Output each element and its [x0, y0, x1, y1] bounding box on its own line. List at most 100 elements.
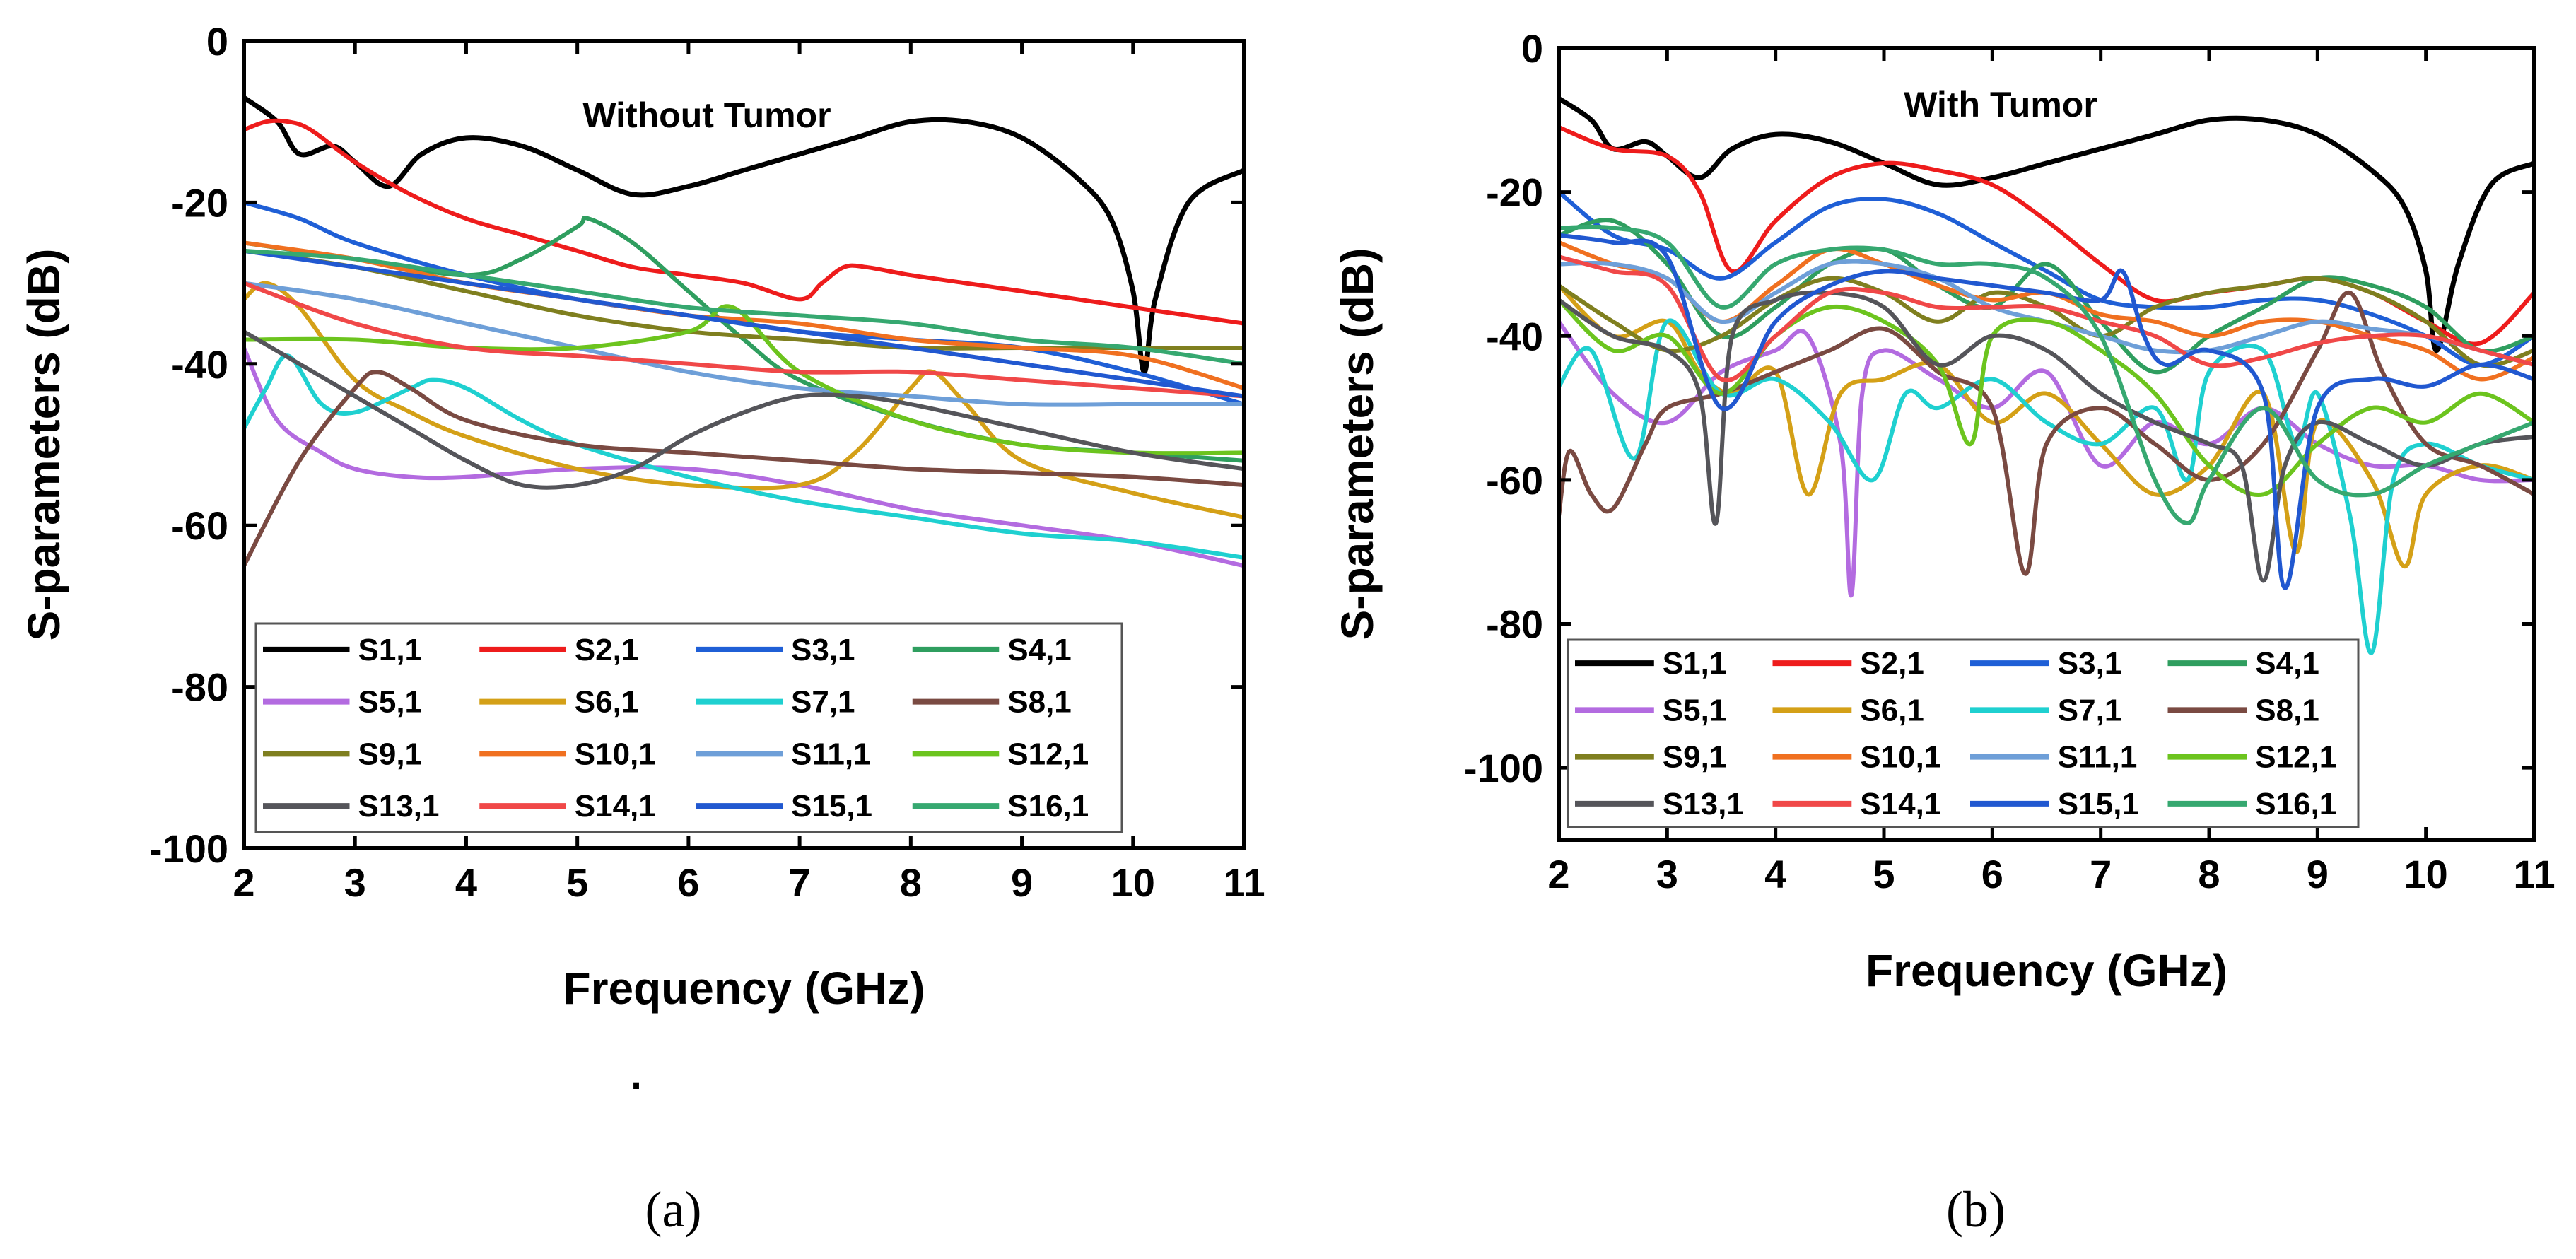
series-line-S16-1: [1559, 225, 2534, 525]
series-line-S12-1: [244, 304, 1244, 456]
x-tick-label: 6: [677, 860, 699, 905]
y-tick-label: -60: [171, 503, 228, 548]
legend-label: S14,1: [575, 789, 656, 824]
series-line-S15-1: [1559, 233, 2534, 590]
x-tick-label: 9: [2307, 852, 2329, 896]
legend-label: S12,1: [1007, 737, 1089, 771]
y-tick-label: -80: [171, 665, 228, 710]
series-line-S6-1: [244, 281, 1244, 520]
legend-label: S10,1: [1860, 740, 1941, 775]
y-axis-label: S-parameters (dB): [1332, 248, 1383, 640]
legend-label: S16,1: [2255, 787, 2336, 821]
series-line-S14-1: [244, 281, 1244, 399]
x-tick-label: 11: [1223, 860, 1265, 905]
legend-label: S6,1: [575, 685, 639, 720]
series-lines: [244, 95, 1244, 568]
series-line-S13-1: [244, 329, 1244, 490]
y-tick-label: 0: [206, 19, 228, 64]
y-tick-label: -100: [149, 826, 228, 871]
y-tick-label: -40: [1486, 314, 1543, 358]
x-tick-label: 11: [2513, 852, 2555, 896]
panel-label: (a): [645, 1181, 702, 1238]
y-tick-label: -20: [171, 180, 228, 225]
y-tick-label: -100: [1464, 746, 1543, 790]
y-tick-label: -40: [171, 342, 228, 387]
legend-label: S8,1: [2255, 693, 2319, 727]
series-line-S4-1: [1559, 218, 2534, 375]
legend-label: S3,1: [2058, 646, 2122, 681]
series-line-S13-1: [1559, 290, 2534, 583]
legend-label: S7,1: [2058, 693, 2122, 727]
x-tick-label: 7: [2090, 852, 2112, 896]
y-tick-label: 0: [1521, 26, 1543, 71]
panel-label: (b): [1946, 1181, 2006, 1238]
y-tick-label: -20: [1486, 170, 1543, 215]
x-axis-label: Frequency (GHz): [563, 963, 925, 1014]
legend: S1,1 S2,1 S3,1 S4,1 S5,1 S6,1 S7,1 S8,1 S9,1 S10,…: [1567, 638, 2360, 828]
x-tick-label: 4: [455, 860, 477, 905]
legend-label: S1,1: [1663, 646, 1727, 681]
y-axis-label: S-parameters (dB): [18, 249, 69, 641]
plot-title: Without Tumor: [582, 95, 831, 135]
x-tick-label: 8: [2198, 852, 2220, 896]
series-line-S12-1: [1559, 298, 2534, 498]
legend-label: S14,1: [1860, 787, 1941, 821]
series-line-S3-1: [1559, 189, 2534, 367]
legend-label: S15,1: [791, 789, 872, 824]
x-axis-label: Frequency (GHz): [1866, 945, 2227, 996]
legend: S1,1 S2,1 S3,1 S4,1 S5,1 S6,1 S7,1 S8,1 S9,1 S10,…: [254, 622, 1123, 833]
x-tick-label: 2: [233, 860, 254, 905]
legend-label: S9,1: [1663, 740, 1727, 775]
series-line-S11-1: [244, 281, 1244, 407]
plot-frame: [242, 39, 1246, 850]
x-tick-label: 5: [566, 860, 588, 905]
series-line-S14-1: [1559, 254, 2534, 383]
legend-label: S8,1: [1007, 685, 1072, 720]
x-tick-label: 6: [1981, 852, 2003, 896]
plot-title: With Tumor: [1904, 85, 2097, 124]
y-tick-label: -60: [1486, 458, 1543, 503]
series-line-S9-1: [244, 248, 1244, 351]
series-line-S2-1: [244, 118, 1244, 326]
series-lines: [1559, 95, 2534, 655]
x-tick-label: 9: [1011, 860, 1033, 905]
legend-label: S1,1: [358, 633, 423, 667]
x-tick-label: 3: [344, 860, 366, 905]
legend-label: S11,1: [2058, 740, 2138, 775]
x-tick-label: 4: [1764, 852, 1786, 896]
series-line-S7-1: [244, 353, 1244, 560]
legend-label: S4,1: [2255, 646, 2319, 681]
legend-label: S15,1: [2058, 787, 2139, 821]
x-tick-label: 10: [2404, 852, 2448, 896]
legend-box: [254, 622, 1123, 833]
legend-label: S13,1: [358, 789, 440, 824]
chart-panel-b: 2 3 4 5 6 7 8 9 10 11 0 -20 -40 -60 -80 -100 With Tumor F…: [1332, 26, 2555, 1238]
legend-label: S13,1: [1663, 787, 1744, 821]
legend-label: S6,1: [1860, 693, 1924, 727]
legend-label: S4,1: [1007, 633, 1072, 667]
legend-label: S2,1: [575, 633, 639, 667]
series-line-S8-1: [1559, 291, 2534, 576]
x-tick-label: 8: [900, 860, 922, 905]
legend-label: S5,1: [358, 685, 423, 720]
plot-frame: [1557, 46, 2536, 842]
x-tick-label: 2: [1547, 852, 1569, 896]
legend-label: S10,1: [575, 737, 656, 771]
series-line-S16-1: [244, 248, 1244, 366]
series-line-S10-1: [244, 240, 1244, 391]
y-tick-label: -80: [1486, 602, 1543, 647]
chart-panel-a: 2 3 4 5 6 7 8 9 10 11 0 -20 -40 -60 -80 -100 Without Tum…: [18, 19, 1265, 1238]
legend-label: S11,1: [791, 737, 871, 771]
x-tick-label: 7: [789, 860, 811, 905]
footer-dot: .: [631, 1053, 642, 1097]
legend-label: S16,1: [1007, 789, 1089, 824]
x-tick-label: 5: [1873, 852, 1895, 896]
legend-box: [1567, 638, 2360, 828]
legend-label: S3,1: [791, 633, 855, 667]
series-line-S15-1: [244, 248, 1244, 399]
legend-label: S7,1: [791, 685, 855, 720]
series-line-S1-1: [244, 95, 1244, 375]
legend-label: S5,1: [1663, 693, 1727, 727]
legend-label: S9,1: [358, 737, 423, 771]
